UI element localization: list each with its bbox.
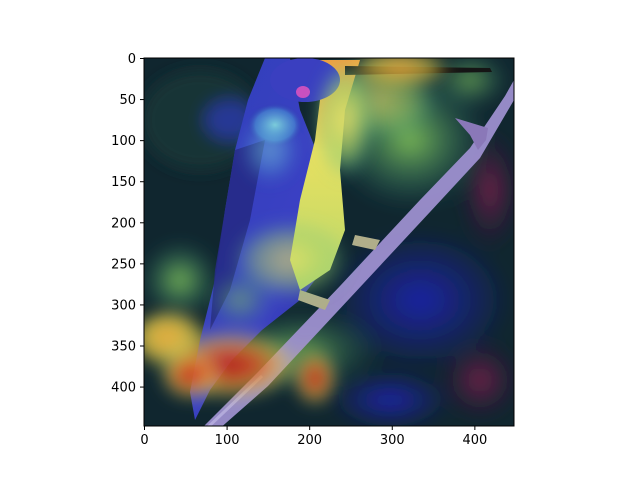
y-tick-label: 400 bbox=[111, 381, 136, 396]
y-tick-label: 100 bbox=[111, 134, 136, 149]
x-axis: 0 100 200 300 400 bbox=[140, 426, 487, 448]
y-tick-label: 150 bbox=[111, 175, 136, 190]
y-tick-label: 200 bbox=[111, 216, 136, 231]
y-tick-label: 250 bbox=[111, 257, 136, 272]
x-tick-label: 400 bbox=[462, 433, 487, 448]
x-tick-label: 200 bbox=[297, 433, 322, 448]
axes-frame bbox=[143, 57, 515, 427]
x-tick-label: 300 bbox=[380, 433, 405, 448]
heatmap-image bbox=[144, 58, 514, 426]
y-tick-label: 350 bbox=[111, 340, 136, 355]
y-tick-label: 50 bbox=[119, 93, 136, 108]
y-tick-label: 0 bbox=[128, 52, 136, 67]
y-axis: 0 50 100 150 200 250 300 350 400 bbox=[111, 52, 144, 396]
x-tick-label: 0 bbox=[140, 433, 148, 448]
x-tick-label: 100 bbox=[215, 433, 240, 448]
y-tick-label: 300 bbox=[111, 298, 136, 313]
